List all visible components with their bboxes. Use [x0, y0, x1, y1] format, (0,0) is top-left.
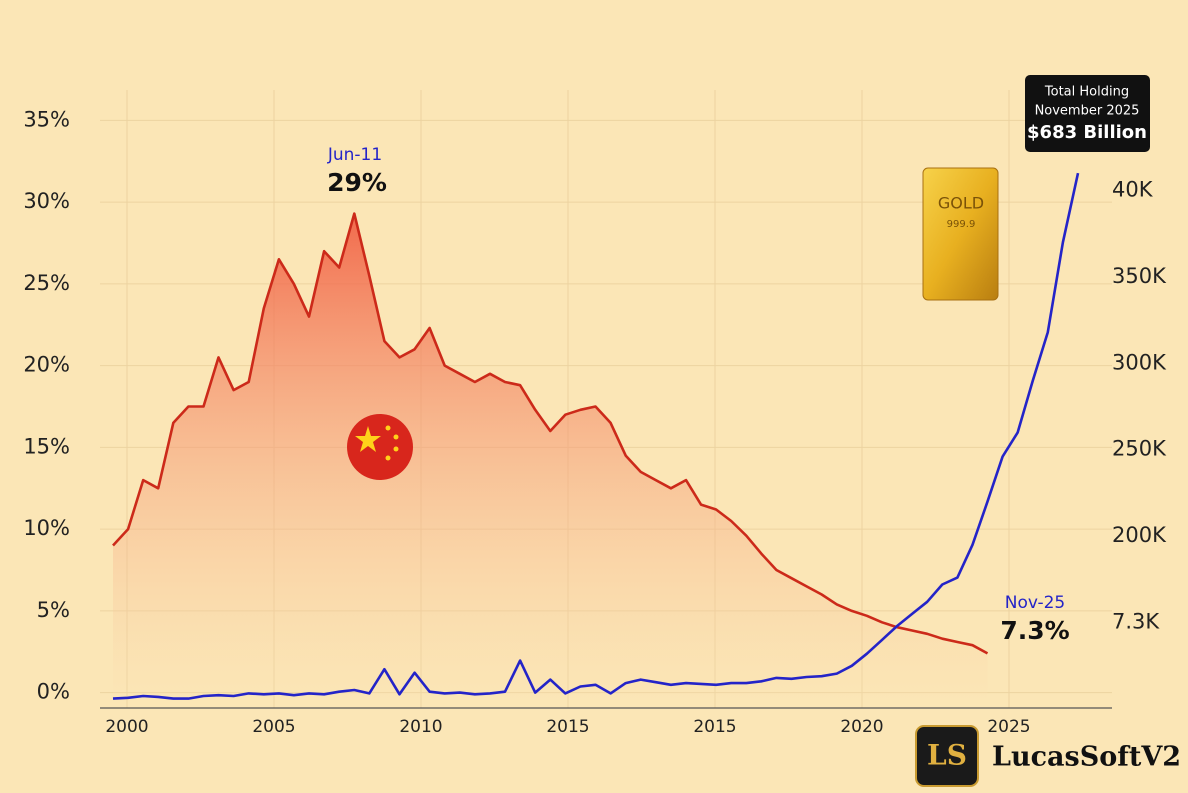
- logo: LS: [927, 739, 967, 772]
- watermark: LS LucasSoftV2: [915, 725, 1181, 787]
- peak-value: 29%: [327, 168, 387, 197]
- peak-date: Jun-11: [327, 145, 382, 165]
- x-tick-label: 2010: [399, 717, 442, 737]
- x-tick-label: 2015: [693, 717, 736, 737]
- china-flag: [347, 414, 413, 480]
- y2-tick-label: 40K: [1112, 177, 1154, 201]
- gold-title: GOLD: [938, 194, 984, 213]
- holding-box: Total Holding November 2025 $683 Billion: [1025, 75, 1150, 152]
- box-line: $683 Billion: [1027, 122, 1147, 143]
- y2-tick-label: 350K: [1112, 264, 1167, 288]
- box-line: Total Holding: [1044, 85, 1129, 100]
- line: [112, 172, 1080, 700]
- y-tick-label: 10%: [23, 516, 70, 540]
- box-line: November 2025: [1035, 104, 1140, 119]
- y2-tick-label: 250K: [1112, 437, 1167, 461]
- y-tick-label: 30%: [23, 189, 70, 213]
- y-tick-label: 0%: [37, 680, 70, 704]
- x-tick-label: 2005: [252, 717, 295, 737]
- end-value: 7.3%: [1000, 616, 1069, 645]
- y-tick-label: 20%: [23, 353, 70, 377]
- y-tick-label: 15%: [23, 434, 70, 458]
- line: [112, 212, 989, 655]
- x-tick-label: 2025: [987, 717, 1030, 737]
- x-tick-label: 2020: [840, 717, 883, 737]
- y-tick-label: 35%: [23, 107, 70, 131]
- y-tick-label: 25%: [23, 271, 70, 295]
- y-tick-label: 5%: [37, 598, 70, 622]
- y2-tick-label: 7.3K: [1112, 610, 1160, 634]
- area: [113, 213, 988, 707]
- gold-purity: 999.9: [947, 219, 976, 230]
- y2-tick-label: 200K: [1112, 523, 1167, 547]
- x-tick-label: 2015: [546, 717, 589, 737]
- x-tick-label: 2000: [105, 717, 148, 737]
- y2-tick-label: 300K: [1112, 350, 1167, 374]
- gold-bar: GOLD 999.9: [922, 167, 999, 301]
- watermark-name: LucasSoftV2: [992, 742, 1181, 773]
- end-date: Nov-25: [1005, 593, 1066, 613]
